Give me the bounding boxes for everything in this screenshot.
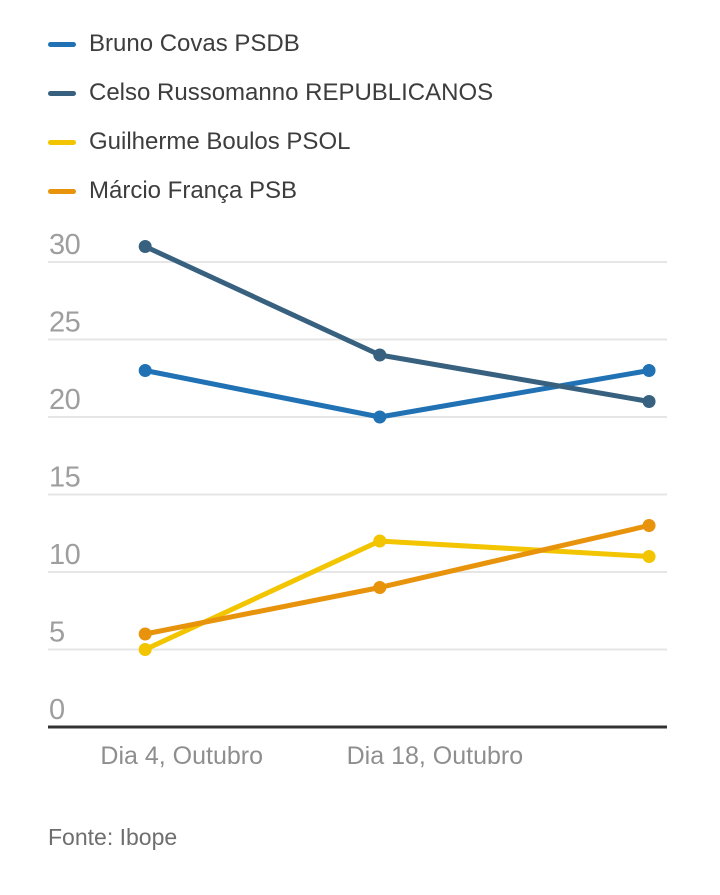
series-line-guilherme-boulos-psol xyxy=(142,538,652,652)
y-axis-tick-label: 0 xyxy=(49,694,65,726)
legend-label: Márcio França PSB xyxy=(89,177,298,204)
y-axis-tick-label: 20 xyxy=(49,384,80,416)
series-line-celso-russomanno-republicanos xyxy=(142,244,652,404)
legend-item-bruno-covas-psdb: Bruno Covas PSDB xyxy=(48,30,493,58)
data-point-marcio-franca-psb-0 xyxy=(138,627,152,641)
legend-swatch-icon xyxy=(48,139,76,145)
x-axis-tick-label: Dia 4, Outubro xyxy=(100,742,263,770)
data-point-celso-russomanno-republicanos-0 xyxy=(138,240,152,253)
legend-item-marcio-franca-psb: Márcio França PSB xyxy=(48,177,493,205)
line-chart-plot: 0 5 10 15 20 25 30 Dia 4, Outubro Dia 18, Outubr… xyxy=(48,229,667,770)
y-axis-tick-label: 10 xyxy=(49,539,80,571)
legend-item-guilherme-boulos-psol: Guilherme Boulos PSOL xyxy=(48,128,493,156)
data-point-guilherme-boulos-psol-1 xyxy=(373,534,387,548)
chart-legend: Bruno Covas PSDB Celso Russomanno REPUBLI… xyxy=(48,30,493,226)
data-point-bruno-covas-psdb-1 xyxy=(373,410,387,424)
data-point-bruno-covas-psdb-2 xyxy=(642,364,656,377)
legend-label: Bruno Covas PSDB xyxy=(89,30,300,57)
series-line-bruno-covas-psdb xyxy=(142,368,652,420)
data-point-bruno-covas-psdb-0 xyxy=(138,364,152,377)
data-point-guilherme-boulos-psol-2 xyxy=(642,550,656,563)
legend-swatch-icon xyxy=(48,90,76,96)
legend-swatch-icon xyxy=(48,188,76,194)
data-point-marcio-franca-psb-2 xyxy=(642,519,656,532)
legend-item-celso-russomanno-republicanos: Celso Russomanno REPUBLICANOS xyxy=(48,79,493,107)
data-point-marcio-franca-psb-1 xyxy=(373,581,387,594)
y-axis-tick-label: 15 xyxy=(49,462,80,494)
legend-label: Guilherme Boulos PSOL xyxy=(89,128,351,155)
legend-swatch-icon xyxy=(48,41,76,47)
y-axis-tick-label: 25 xyxy=(49,307,80,339)
x-axis-tick-label: Dia 18, Outubro xyxy=(347,742,524,770)
source-note: Fonte: Ibope xyxy=(48,824,178,850)
y-axis-tick-label: 5 xyxy=(49,617,65,649)
data-point-guilherme-boulos-psol-0 xyxy=(138,643,152,656)
legend-label: Celso Russomanno REPUBLICANOS xyxy=(89,79,494,106)
data-point-celso-russomanno-republicanos-1 xyxy=(373,348,387,362)
data-point-celso-russomanno-republicanos-2 xyxy=(642,395,656,408)
y-axis-tick-label: 30 xyxy=(49,229,80,261)
